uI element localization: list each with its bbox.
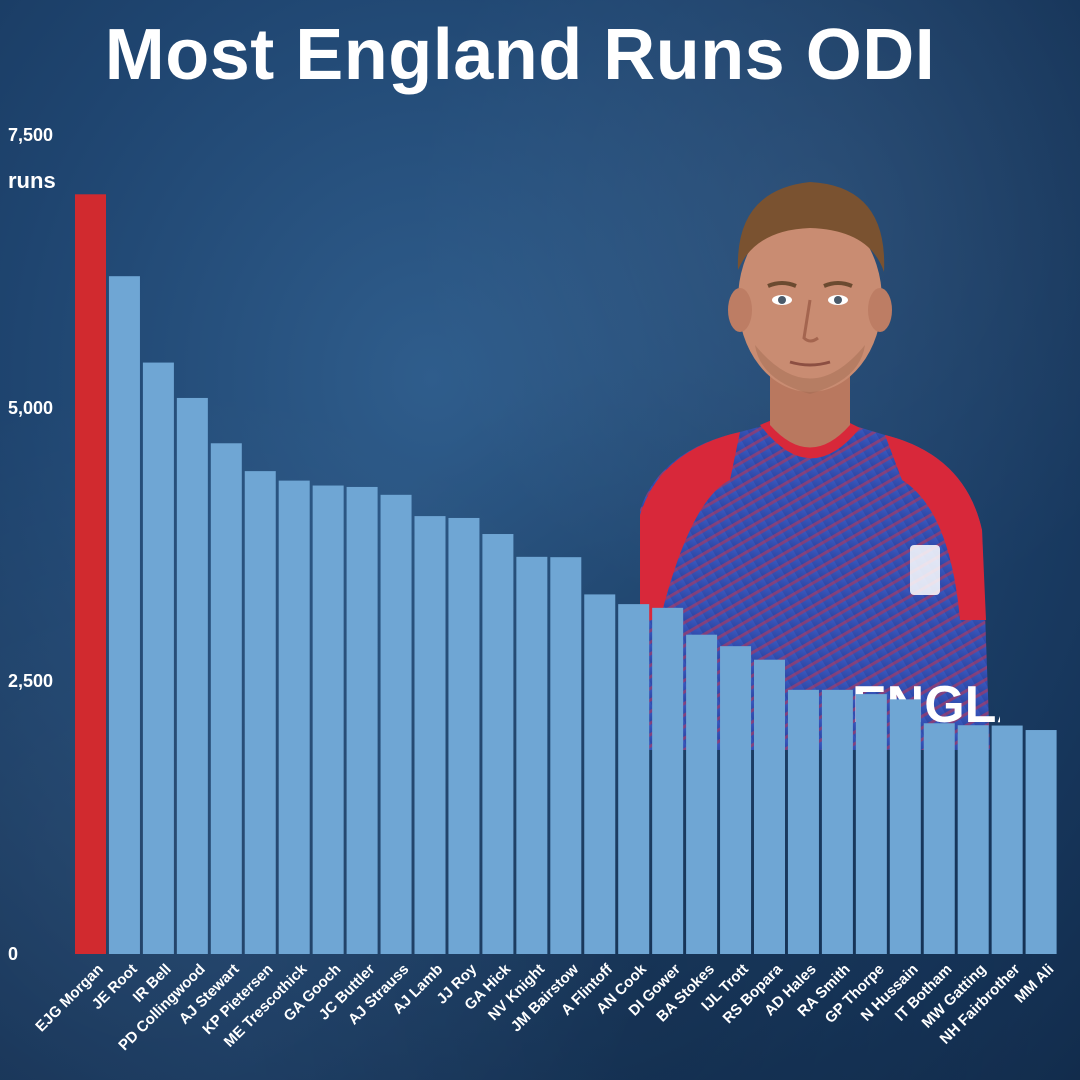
x-tick-label: MM Ali <box>1012 961 1058 1007</box>
y-tick-label: 0 <box>8 944 18 964</box>
y-tick-label: 5,000 <box>8 398 53 418</box>
bar-je-root <box>108 276 140 955</box>
chart-title: Most England Runs ODI <box>104 15 936 95</box>
bar-nv-knight <box>516 556 548 954</box>
bar-di-gower <box>652 607 684 954</box>
bar-aj-strauss <box>380 494 412 954</box>
bar-me-trescothick <box>278 480 310 954</box>
bar-mw-gatting <box>957 725 989 954</box>
bar-rs-bopara <box>754 659 785 954</box>
bar-ad-hales <box>787 689 819 954</box>
bar-n-hussain <box>889 699 921 954</box>
bar-aj-lamb <box>414 516 446 954</box>
bar-ijl-trott <box>720 646 752 954</box>
bar-kp-pietersen <box>244 471 276 954</box>
jersey-left-sleeve <box>640 432 740 620</box>
bar-ra-smith <box>821 689 853 954</box>
bar-jc-buttler <box>346 486 378 954</box>
y-tick-label: 7,500 <box>8 125 53 145</box>
bar-jm-bairstow <box>550 557 582 954</box>
bar-nh-fairbrother <box>991 725 1023 954</box>
bar-ba-stokes <box>686 634 718 954</box>
jersey-collar <box>760 420 860 459</box>
bar-ir-bell <box>142 362 174 954</box>
y-tick-label: 2,500 <box>8 671 53 691</box>
bar-ga-gooch <box>312 485 344 954</box>
hair <box>737 182 885 272</box>
bar-a-flintoff <box>584 594 616 954</box>
bars <box>75 194 1057 955</box>
bar-ga-hick <box>482 534 514 954</box>
jersey-right-sleeve <box>885 435 986 620</box>
jersey-badge <box>910 545 940 595</box>
bar-an-cook <box>618 604 650 954</box>
bar-jj-roy <box>448 517 480 954</box>
bar-pd-collingwood <box>176 397 208 954</box>
bar-ejg-morgan <box>75 194 106 954</box>
bar-mm-ali <box>1025 730 1057 954</box>
y-axis-unit-label: runs <box>8 168 56 193</box>
bar-gp-thorpe <box>855 694 887 954</box>
y-axis: 0 2,500 5,000 7,500 <box>8 125 53 964</box>
bar-it-botham <box>923 723 955 954</box>
bar-aj-stewart <box>210 443 242 954</box>
